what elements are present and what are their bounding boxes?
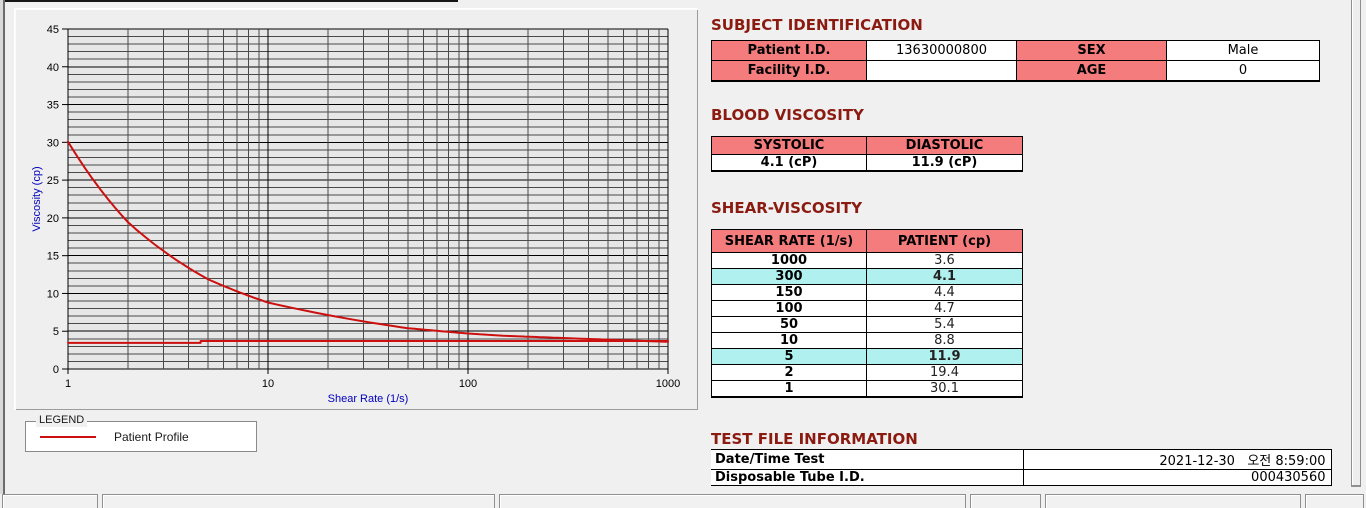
shear-viscosity-title: SHEAR-VISCOSITY bbox=[711, 199, 863, 217]
bottom-panel-segment bbox=[499, 494, 966, 508]
age-label: AGE bbox=[1016, 60, 1167, 81]
patient-viscosity-cell: 4.1 bbox=[866, 268, 1023, 285]
subject-identification-table: Patient I.D. 13630000800 SEX Male Facili… bbox=[711, 40, 1320, 82]
table-row: 4.1 (cP) 11.9 (cP) bbox=[711, 154, 1023, 172]
test-file-information-title: TEST FILE INFORMATION bbox=[711, 430, 918, 448]
patient-id-value: 13630000800 bbox=[866, 40, 1017, 61]
legend-item: Patient Profile bbox=[26, 422, 256, 451]
svg-text:35: 35 bbox=[47, 100, 59, 112]
table-row: 1 30.1 bbox=[711, 380, 1023, 398]
shear-rate-cell: 10 bbox=[711, 332, 867, 349]
svg-text:20: 20 bbox=[47, 213, 59, 225]
test-file-information-table: Date/Time Test 2021-12-30 오전 8:59:00 Dis… bbox=[711, 449, 1332, 486]
table-row: Date/Time Test 2021-12-30 오전 8:59:00 bbox=[711, 449, 1332, 470]
bottom-panel-segment bbox=[1045, 494, 1301, 508]
legend-group-title: LEGEND bbox=[36, 414, 88, 427]
shear-rate-cell: 2 bbox=[711, 364, 867, 381]
sex-label: SEX bbox=[1016, 40, 1167, 61]
table-header-row: SHEAR RATE (1/s) PATIENT (cp) bbox=[711, 229, 1023, 253]
patient-id-label: Patient I.D. bbox=[711, 40, 867, 61]
patient-viscosity-cell: 3.6 bbox=[866, 252, 1023, 269]
patient-viscosity-cell: 11.9 bbox=[866, 348, 1023, 365]
window-left-edge bbox=[3, 0, 5, 494]
table-row: SYSTOLIC DIASTOLIC bbox=[711, 136, 1023, 155]
shear-rate-cell: 150 bbox=[711, 284, 867, 301]
subject-identification-title: SUBJECT IDENTIFICATION bbox=[711, 16, 923, 34]
disposable-tube-id-value: 000430560 bbox=[1022, 469, 1332, 486]
shear-rate-cell: 100 bbox=[711, 300, 867, 317]
blood-viscosity-table: SYSTOLIC DIASTOLIC 4.1 (cP) 11.9 (cP) bbox=[711, 136, 1023, 172]
legend-box: LEGEND Patient Profile bbox=[25, 414, 257, 452]
table-row: 50 5.4 bbox=[711, 316, 1023, 333]
svg-text:1000: 1000 bbox=[656, 378, 680, 390]
table-row: 100 4.7 bbox=[711, 300, 1023, 317]
window-top-edge bbox=[0, 0, 458, 2]
shear-rate-cell: 1 bbox=[711, 380, 867, 398]
chart-panel: 0 5 10 15 20 25 30 35 40 45 1 10 100 1000 Shear Rate (… bbox=[14, 8, 698, 410]
svg-text:1: 1 bbox=[65, 378, 71, 390]
svg-text:5: 5 bbox=[53, 326, 59, 338]
patient-viscosity-cell: 8.8 bbox=[866, 332, 1023, 349]
svg-text:45: 45 bbox=[47, 24, 59, 36]
table-row: Disposable Tube I.D. 000430560 bbox=[711, 469, 1332, 486]
shear-rate-header: SHEAR RATE (1/s) bbox=[711, 229, 867, 253]
shear-viscosity-table: SHEAR RATE (1/s) PATIENT (cp) 1000 3.6 300… bbox=[711, 229, 1023, 398]
window-left-margin bbox=[0, 0, 3, 494]
table-row: 150 4.4 bbox=[711, 284, 1023, 301]
svg-text:40: 40 bbox=[47, 62, 59, 74]
svg-text:25: 25 bbox=[47, 175, 59, 187]
patient-viscosity-cell: 19.4 bbox=[866, 364, 1023, 381]
bottom-panel-segment bbox=[2, 494, 98, 508]
bottom-panel-segment bbox=[102, 494, 495, 508]
diastolic-value: 11.9 (cP) bbox=[866, 154, 1023, 172]
patient-viscosity-cell: 30.1 bbox=[866, 380, 1023, 398]
patient-cp-header: PATIENT (cp) bbox=[866, 229, 1023, 253]
age-value: 0 bbox=[1166, 60, 1320, 81]
svg-text:Viscosity (cp): Viscosity (cp) bbox=[31, 166, 43, 231]
blood-viscosity-title: BLOOD VISCOSITY bbox=[711, 106, 864, 124]
shear-rate-cell: 5 bbox=[711, 348, 867, 365]
bottom-panel-strip bbox=[0, 493, 1366, 508]
legend-item-label: Patient Profile bbox=[114, 429, 189, 444]
patient-viscosity-cell: 5.4 bbox=[866, 316, 1023, 333]
shear-viscosity-chart: 0 5 10 15 20 25 30 35 40 45 1 10 100 1000 Shear Rate (… bbox=[31, 24, 680, 405]
systolic-header: SYSTOLIC bbox=[711, 136, 867, 155]
svg-text:100: 100 bbox=[459, 378, 477, 390]
table-row: 5 11.9 bbox=[711, 348, 1023, 365]
table-row: 1000 3.6 bbox=[711, 252, 1023, 269]
svg-text:10: 10 bbox=[47, 288, 59, 300]
table-row: Facility I.D. AGE 0 bbox=[711, 60, 1320, 81]
svg-text:15: 15 bbox=[47, 251, 59, 263]
shear-rate-cell: 1000 bbox=[711, 252, 867, 269]
facility-id-label: Facility I.D. bbox=[711, 60, 867, 81]
table-row: 2 19.4 bbox=[711, 364, 1023, 381]
svg-text:Shear Rate (1/s): Shear Rate (1/s) bbox=[328, 393, 409, 405]
svg-text:0: 0 bbox=[53, 364, 59, 376]
diastolic-header: DIASTOLIC bbox=[866, 136, 1023, 155]
sex-value: Male bbox=[1166, 40, 1320, 61]
bottom-panel-segment bbox=[1305, 494, 1364, 508]
shear-rate-cell: 50 bbox=[711, 316, 867, 333]
bottom-panel-segment bbox=[970, 494, 1041, 508]
svg-text:30: 30 bbox=[47, 137, 59, 149]
svg-text:10: 10 bbox=[262, 378, 274, 390]
patient-profile-line-swatch bbox=[40, 435, 96, 438]
table-row: 300 4.1 bbox=[711, 268, 1023, 285]
table-row: 10 8.8 bbox=[711, 332, 1023, 349]
disposable-tube-id-label: Disposable Tube I.D. bbox=[711, 469, 1024, 486]
shear-rate-cell: 300 bbox=[711, 268, 867, 285]
date-time-test-label: Date/Time Test bbox=[711, 449, 1024, 470]
patient-viscosity-cell: 4.7 bbox=[866, 300, 1023, 317]
window-right-edge bbox=[1351, 0, 1361, 487]
patient-viscosity-cell: 4.4 bbox=[866, 284, 1023, 301]
date-time-test-value: 2021-12-30 오전 8:59:00 bbox=[1022, 449, 1332, 470]
systolic-value: 4.1 (cP) bbox=[711, 154, 867, 172]
facility-id-value bbox=[866, 60, 1017, 81]
table-row: Patient I.D. 13630000800 SEX Male bbox=[711, 40, 1320, 61]
